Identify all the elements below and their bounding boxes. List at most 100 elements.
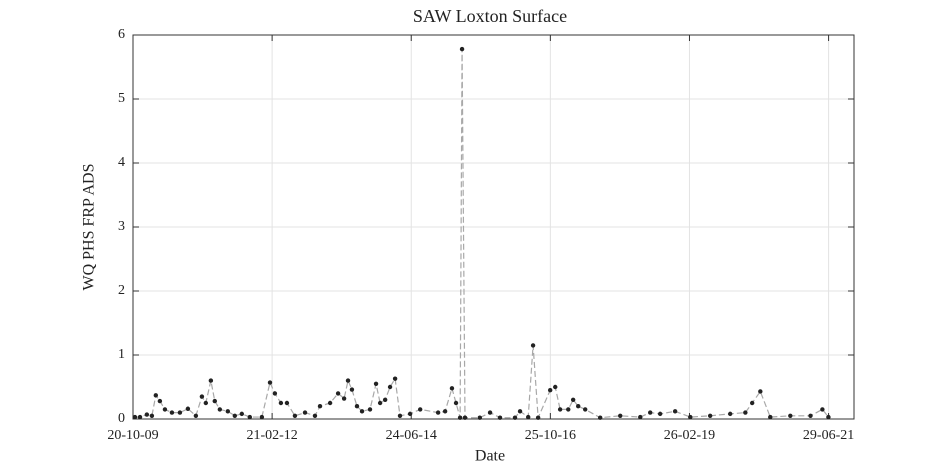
data-point — [512, 415, 518, 420]
data-point — [826, 414, 831, 420]
data-point — [137, 414, 143, 420]
data-point — [239, 411, 245, 417]
data-point — [284, 400, 290, 406]
data-point — [672, 409, 678, 414]
data-point — [530, 343, 536, 348]
data-point — [407, 411, 413, 417]
y-tick-label: 2 — [118, 283, 125, 298]
plot-frame — [132, 34, 855, 420]
x-tick-label: 24-06-14 — [386, 428, 437, 443]
data-point — [208, 378, 214, 383]
data-point — [808, 413, 813, 418]
data-point — [272, 391, 278, 396]
data-point — [820, 407, 825, 412]
data-point — [373, 381, 379, 386]
data-point — [217, 407, 223, 412]
data-point — [259, 414, 265, 420]
data-point — [449, 386, 455, 391]
data-point — [576, 404, 581, 409]
data-point — [442, 409, 448, 414]
chart-title: SAW Loxton Surface — [413, 6, 567, 26]
x-tick-label: 29-06-21 — [803, 428, 854, 443]
data-point — [169, 410, 175, 415]
data-point — [367, 407, 373, 412]
y-tick-label: 1 — [118, 347, 125, 362]
data-point — [302, 410, 308, 415]
data-point — [382, 397, 388, 402]
data-point — [162, 407, 168, 412]
data-point — [618, 413, 623, 418]
data-point — [377, 400, 383, 406]
x-tick-label: 21-02-12 — [246, 428, 297, 443]
data-point — [758, 389, 763, 394]
y-tick-label: 5 — [118, 91, 125, 106]
data-point — [648, 410, 653, 415]
data-point — [185, 406, 191, 411]
data-point — [583, 407, 588, 412]
data-point — [453, 400, 459, 406]
data-point — [743, 410, 748, 415]
data-point — [462, 415, 468, 420]
data-point — [417, 407, 423, 412]
data-point — [517, 409, 523, 414]
data-point — [312, 413, 318, 418]
data-point — [657, 411, 663, 417]
data-point — [132, 414, 138, 420]
data-point — [598, 415, 603, 420]
data-point — [327, 400, 333, 406]
data-point — [317, 404, 323, 409]
data-point — [225, 409, 231, 414]
data-point — [457, 415, 463, 420]
data-point — [292, 413, 298, 418]
data-point — [397, 413, 403, 418]
data-point — [354, 404, 360, 409]
data-point — [335, 391, 341, 396]
data-point — [688, 414, 693, 420]
data-point — [153, 393, 159, 398]
data-point — [392, 376, 398, 381]
data-point — [566, 407, 571, 412]
data-point — [232, 413, 238, 418]
data-point — [553, 384, 558, 390]
y-tick-label: 3 — [118, 219, 125, 234]
data-point — [638, 414, 643, 420]
data-point — [727, 411, 733, 417]
data-point — [535, 415, 541, 420]
x-axis-label: Date — [475, 448, 505, 465]
data-line — [134, 49, 829, 419]
data-point — [487, 410, 493, 415]
y-tick-label: 4 — [118, 155, 125, 170]
data-point — [341, 396, 347, 401]
data-point — [177, 410, 183, 415]
data-point — [768, 414, 773, 420]
data-point — [144, 412, 150, 417]
data-point — [193, 413, 199, 418]
x-tick-label: 26-02-19 — [664, 428, 715, 443]
y-tick-label: 6 — [118, 27, 125, 42]
data-point — [345, 378, 351, 383]
data-point — [199, 394, 205, 399]
data-point — [459, 46, 465, 52]
data-point — [247, 414, 253, 420]
data-point — [359, 409, 365, 414]
data-point — [547, 388, 553, 393]
data-point — [149, 413, 155, 418]
data-point — [435, 410, 441, 415]
data-point — [525, 414, 531, 420]
x-tick-label: 25-10-16 — [525, 428, 576, 443]
data-point — [212, 398, 217, 404]
data-point — [349, 387, 355, 392]
y-axis-label: WQ PHS FRP ADS — [81, 163, 98, 290]
data-point — [749, 400, 755, 406]
data-point — [477, 415, 483, 420]
data-point — [570, 397, 576, 402]
data-point — [497, 415, 503, 420]
data-point — [267, 380, 273, 385]
data-point — [387, 384, 393, 390]
data-point — [557, 407, 563, 412]
x-tick-label: 20-10-09 — [107, 428, 158, 443]
data-point — [707, 413, 713, 418]
y-tick-label: 0 — [118, 411, 125, 426]
data-point — [157, 398, 163, 404]
